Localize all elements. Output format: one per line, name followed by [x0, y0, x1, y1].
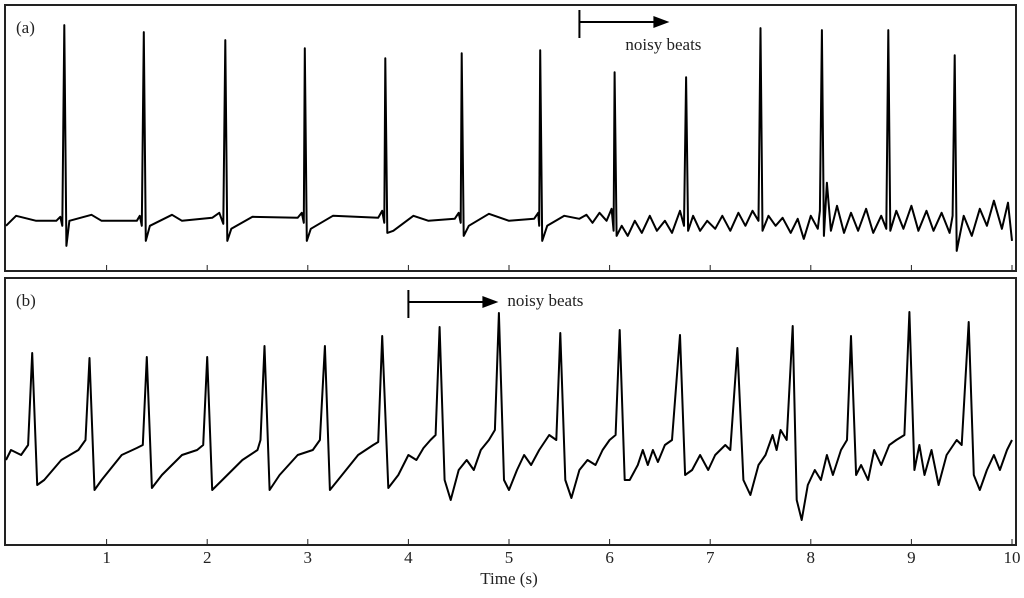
x-tick-label: 5 — [505, 548, 514, 567]
panel-frame — [4, 277, 1017, 546]
signal-line — [5, 24, 1013, 252]
x-tick-label: 10 — [1004, 548, 1021, 567]
x-tick-label: 1 — [102, 548, 111, 567]
annotation-text: noisy beats — [507, 291, 583, 310]
x-tick-label: 4 — [404, 548, 413, 567]
arrow-head — [653, 16, 670, 28]
panel-label: (b) — [16, 291, 36, 310]
x-tick-label: 3 — [304, 548, 313, 567]
signal-line — [5, 311, 1013, 521]
arrow-head — [482, 296, 499, 308]
x-tick-label: 2 — [203, 548, 212, 567]
panel-label: (a) — [16, 18, 35, 37]
panel-frame — [4, 4, 1017, 272]
x-tick-label: 6 — [605, 548, 614, 567]
x-tick-label: 8 — [807, 548, 816, 567]
x-tick-label: 9 — [907, 548, 916, 567]
annotation-text: noisy beats — [625, 35, 701, 54]
x-axis-label: Time (s) — [480, 569, 537, 588]
x-tick-label: 7 — [706, 548, 715, 567]
